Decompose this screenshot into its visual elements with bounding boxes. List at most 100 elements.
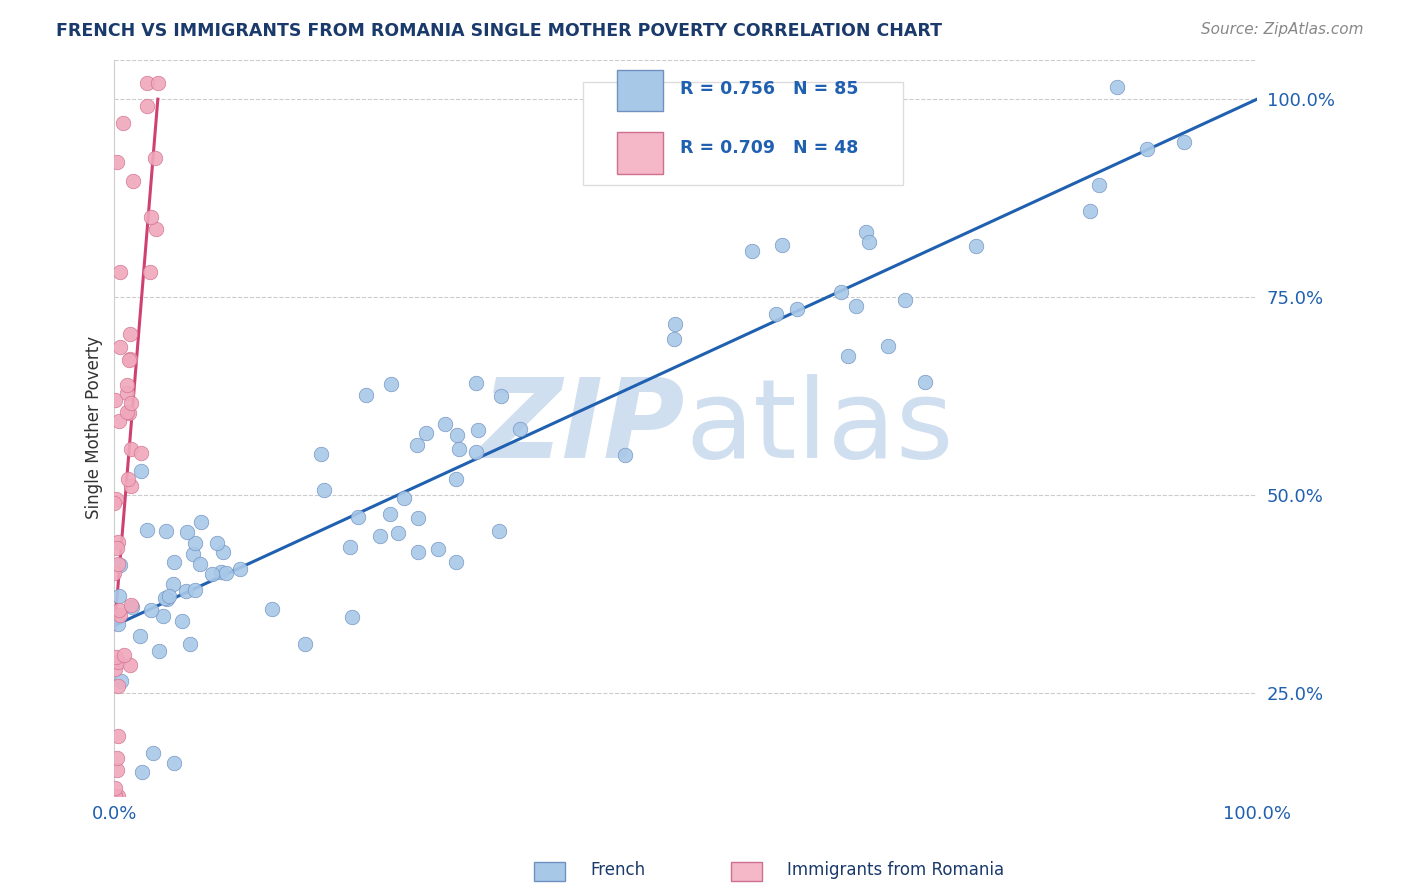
French	[426, 542, 449, 557]
French	[190, 516, 212, 530]
French	[148, 644, 170, 658]
French	[894, 293, 917, 308]
French	[1078, 204, 1101, 219]
French	[228, 562, 250, 576]
French	[170, 614, 193, 628]
French	[354, 388, 377, 402]
Immigrants from Romania	[120, 352, 142, 367]
French	[464, 445, 486, 459]
Immigrants from Romania	[107, 603, 129, 617]
French	[212, 545, 235, 559]
Text: Immigrants from Romania: Immigrants from Romania	[787, 861, 1004, 879]
Immigrants from Romania	[108, 607, 131, 622]
Immigrants from Romania	[120, 442, 142, 456]
Immigrants from Romania	[115, 385, 138, 400]
Bar	[617, 70, 662, 112]
Immigrants from Romania	[117, 472, 139, 486]
Bar	[617, 133, 662, 174]
Immigrants from Romania	[107, 789, 129, 803]
French	[209, 565, 232, 579]
Immigrants from Romania	[108, 340, 131, 354]
Immigrants from Romania	[122, 174, 145, 188]
French	[108, 589, 131, 603]
Immigrants from Romania	[145, 222, 167, 236]
French	[312, 483, 335, 497]
French	[858, 235, 880, 250]
French	[1105, 79, 1128, 94]
Immigrants from Romania	[118, 352, 141, 367]
French	[406, 438, 429, 452]
Text: atlas: atlas	[686, 374, 955, 481]
Immigrants from Romania	[146, 76, 169, 90]
Text: Source: ZipAtlas.com: Source: ZipAtlas.com	[1201, 22, 1364, 37]
French	[444, 556, 467, 570]
Immigrants from Romania	[120, 479, 142, 493]
Immigrants from Romania	[118, 327, 141, 342]
French	[347, 509, 370, 524]
French	[741, 244, 763, 259]
French	[163, 756, 186, 770]
Immigrants from Romania	[107, 557, 129, 571]
Immigrants from Romania	[103, 566, 125, 580]
French	[152, 608, 174, 623]
Immigrants from Romania	[103, 496, 125, 510]
French	[107, 617, 129, 632]
French	[447, 442, 470, 457]
French	[387, 525, 409, 540]
French	[877, 339, 900, 353]
French	[142, 746, 165, 760]
French	[162, 576, 184, 591]
French	[392, 491, 415, 505]
Immigrants from Romania	[104, 650, 127, 665]
French	[444, 472, 467, 486]
Immigrants from Romania	[118, 406, 141, 420]
French	[311, 447, 333, 461]
Immigrants from Romania	[104, 393, 127, 408]
French	[664, 317, 686, 331]
French	[1088, 178, 1111, 192]
Immigrants from Romania	[105, 155, 128, 169]
French	[509, 422, 531, 436]
French	[786, 301, 808, 316]
French	[294, 637, 316, 651]
Immigrants from Romania	[107, 541, 129, 555]
French	[153, 591, 176, 605]
Immigrants from Romania	[112, 648, 135, 662]
French	[1173, 135, 1195, 149]
French	[131, 764, 153, 779]
French	[830, 285, 852, 299]
Y-axis label: Single Mother Poverty: Single Mother Poverty	[86, 336, 103, 519]
French	[340, 610, 363, 624]
French	[179, 637, 201, 651]
Text: R = 0.709   N = 48: R = 0.709 N = 48	[681, 139, 859, 157]
French	[260, 602, 283, 616]
French	[380, 376, 402, 391]
French	[110, 674, 132, 689]
French	[136, 523, 159, 537]
French	[156, 592, 179, 607]
Immigrants from Romania	[107, 680, 129, 694]
French	[188, 558, 211, 572]
French	[770, 238, 793, 252]
Immigrants from Romania	[135, 99, 157, 113]
Immigrants from Romania	[104, 781, 127, 796]
French	[465, 376, 488, 390]
Immigrants from Romania	[103, 789, 125, 803]
Immigrants from Romania	[115, 405, 138, 419]
Immigrants from Romania	[112, 116, 135, 130]
Immigrants from Romania	[108, 414, 131, 428]
Immigrants from Romania	[105, 764, 128, 778]
French	[406, 510, 429, 524]
French	[489, 389, 512, 403]
French	[845, 300, 868, 314]
French	[163, 555, 186, 569]
French	[914, 376, 936, 390]
Immigrants from Romania	[107, 729, 129, 743]
Text: ZIP: ZIP	[482, 374, 686, 481]
Immigrants from Romania	[143, 151, 166, 165]
French	[108, 558, 131, 572]
French	[155, 524, 177, 538]
French	[662, 332, 685, 346]
French	[121, 599, 143, 614]
French	[201, 566, 224, 581]
